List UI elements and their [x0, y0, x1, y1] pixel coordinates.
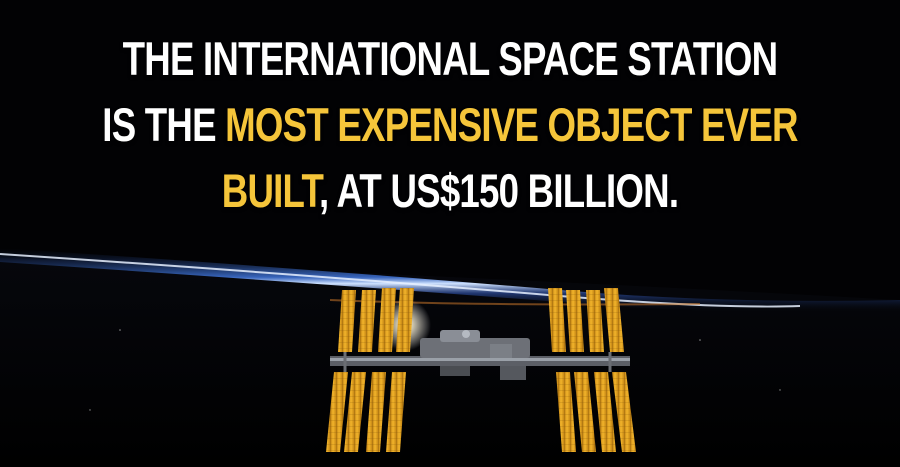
stars: [89, 329, 781, 411]
headline-line-1: THE INTERNATIONAL SPACE STATION: [99, 26, 801, 92]
headline-line-3: BUILT, AT US$150 BILLION.: [99, 158, 801, 224]
atmosphere-glow: [0, 248, 900, 313]
horizon-line: [0, 253, 801, 308]
headline-line-2: IS THE MOST EXPENSIVE OBJECT EVER: [99, 92, 801, 158]
headline-line-3-highlight: BUILT: [221, 164, 320, 217]
right-solar-arrays: [548, 288, 636, 452]
left-solar-arrays: [326, 288, 414, 452]
headline-line-2-plain: IS THE: [102, 98, 226, 151]
headline-line-3-plain: , AT US$150 BILLION.: [319, 164, 679, 217]
headline-line-2-highlight: MOST EXPENSIVE OBJECT EVER: [225, 98, 798, 151]
station-truss: [330, 330, 630, 380]
headline: THE INTERNATIONAL SPACE STATION IS THE M…: [99, 26, 801, 224]
headline-line-1-text: THE INTERNATIONAL SPACE STATION: [122, 32, 778, 85]
